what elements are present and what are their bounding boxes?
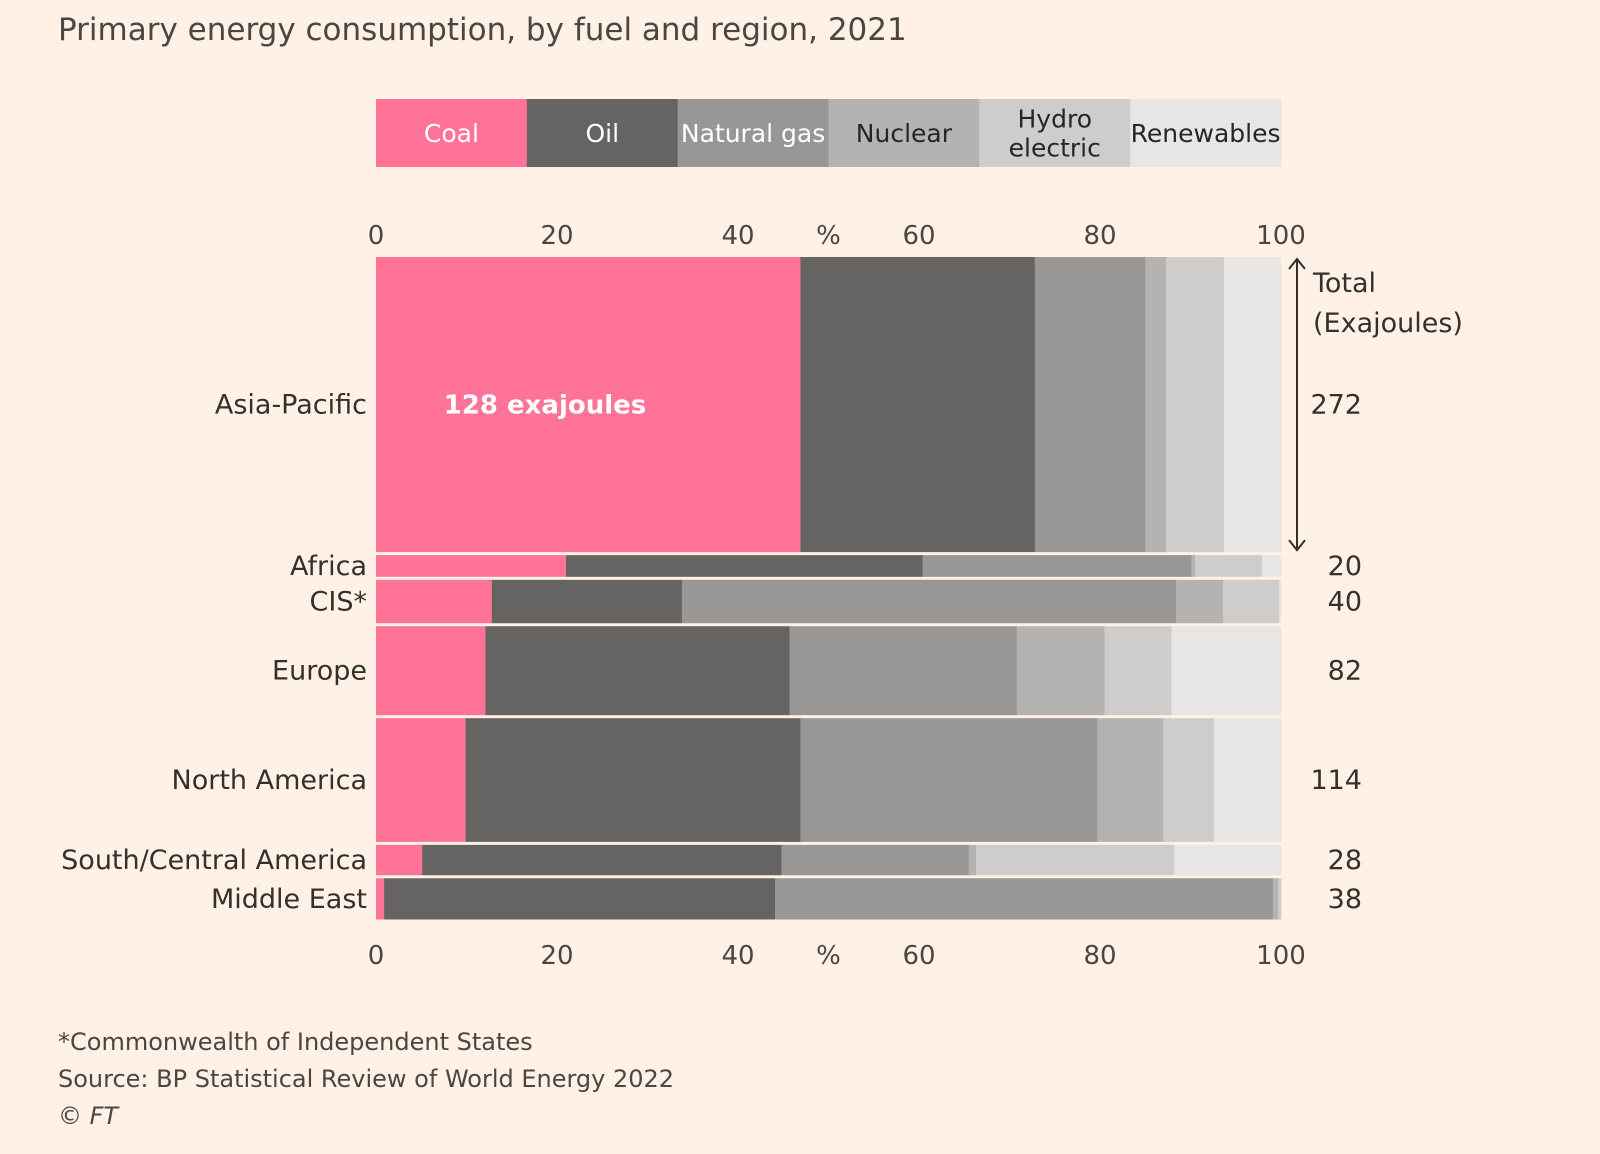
bar-segment-europe-nuclear xyxy=(1016,626,1105,716)
bar-segment-north-america-renewables xyxy=(1214,718,1282,842)
total-arrow-head-up xyxy=(1288,257,1306,270)
legend-swatch-natural-gas xyxy=(677,99,829,167)
legend-label-coal: Coal xyxy=(424,119,479,148)
bar-segment-north-america-hydro-electric xyxy=(1163,718,1215,842)
region-label: CIS* xyxy=(310,587,367,618)
total-header-unit: (Exajoules) xyxy=(1313,308,1463,339)
legend-swatch-oil xyxy=(526,99,679,167)
region-total: 114 xyxy=(1310,765,1362,796)
source-note: Source: BP Statistical Review of World E… xyxy=(58,1065,675,1093)
bar-segment-cis-hydro-electric xyxy=(1223,579,1280,624)
bar-segment-africa-hydro-electric xyxy=(1195,555,1263,577)
bar-segment-cis-natural-gas xyxy=(681,579,1177,624)
top-tick-label: 0 xyxy=(368,221,385,251)
bar-segment-south-central-america-oil xyxy=(422,844,782,876)
bottom-tick-label: 0 xyxy=(368,941,385,971)
top-tick-label: 20 xyxy=(540,221,573,251)
bar-segment-europe-natural-gas xyxy=(789,626,1018,716)
region-label: North America xyxy=(172,765,367,796)
bar-segment-africa-coal xyxy=(376,555,567,577)
bar-segment-africa-nuclear xyxy=(1191,555,1196,577)
region-total: 82 xyxy=(1328,656,1362,687)
region-total: 272 xyxy=(1310,390,1362,421)
top-tick-label: 60 xyxy=(902,221,935,251)
coal-annotation: 128 exajoules xyxy=(444,391,647,421)
bar-segment-middle-east-oil xyxy=(384,878,776,920)
copyright: © FT xyxy=(58,1102,119,1130)
bar-segment-south-central-america-nuclear xyxy=(968,844,977,876)
bottom-axis-unit: % xyxy=(816,941,841,971)
chart-title: Primary energy consumption, by fuel and … xyxy=(58,12,907,48)
region-label: Europe xyxy=(272,656,367,687)
bar-segment-middle-east-natural-gas xyxy=(775,878,1274,920)
footnote: *Commonwealth of Independent States xyxy=(58,1028,533,1056)
region-total: 28 xyxy=(1328,845,1362,876)
bar-segment-europe-renewables xyxy=(1171,626,1282,716)
total-header: Total xyxy=(1312,268,1376,299)
legend-swatch-coal xyxy=(376,99,528,167)
bar-segment-asia-pacific-coal xyxy=(376,257,801,553)
bar-segment-north-america-oil xyxy=(465,718,801,842)
bar-segment-middle-east-hydro-electric xyxy=(1278,878,1282,920)
bar-segment-cis-oil xyxy=(491,579,683,624)
chart-footer: *Commonwealth of Independent States Sour… xyxy=(58,1024,674,1135)
bar-segment-asia-pacific-oil xyxy=(800,257,1036,553)
bar-segment-south-central-america-coal xyxy=(376,844,423,876)
legend-label-hydro-electric: electric xyxy=(1009,134,1101,163)
bottom-tick-label: 20 xyxy=(540,941,573,971)
bar-segment-middle-east-coal xyxy=(376,878,385,920)
region-label: Asia-Pacific xyxy=(215,390,367,421)
bar-segment-europe-coal xyxy=(376,626,486,716)
region-label: Africa xyxy=(290,551,367,582)
bar-segment-africa-natural-gas xyxy=(922,555,1192,577)
bar-segment-south-central-america-renewables xyxy=(1174,844,1282,876)
bar-segment-north-america-nuclear xyxy=(1097,718,1164,842)
bar-segment-south-central-america-natural-gas xyxy=(781,844,970,876)
bar-segment-africa-oil xyxy=(566,555,923,577)
total-arrow-head-down xyxy=(1288,539,1306,552)
bottom-tick-label: 80 xyxy=(1083,941,1116,971)
bar-segment-cis-coal xyxy=(376,579,493,624)
bar-segment-asia-pacific-renewables xyxy=(1223,257,1282,553)
legend-label-natural-gas: Natural gas xyxy=(681,119,825,148)
legend-swatch-nuclear xyxy=(828,99,980,167)
region-total: 38 xyxy=(1328,884,1362,915)
legend-label-renewables: Renewables xyxy=(1131,119,1281,148)
legend-label-nuclear: Nuclear xyxy=(856,119,953,148)
legend-label-oil: Oil xyxy=(585,119,619,148)
bar-segment-europe-oil xyxy=(485,626,790,716)
bar-segment-north-america-natural-gas xyxy=(800,718,1098,842)
bottom-tick-label: 60 xyxy=(902,941,935,971)
region-label: South/Central America xyxy=(61,845,367,876)
bar-segment-cis-nuclear xyxy=(1176,579,1224,624)
bar-segment-asia-pacific-nuclear xyxy=(1145,257,1167,553)
bar-segment-cis-renewables xyxy=(1279,579,1282,624)
bar-segment-south-central-america-hydro-electric xyxy=(976,844,1175,876)
bar-segment-middle-east-nuclear xyxy=(1272,878,1279,920)
bottom-tick-label: 100 xyxy=(1256,941,1306,971)
bar-segment-north-america-coal xyxy=(376,718,466,842)
top-tick-label: 100 xyxy=(1256,221,1306,251)
bar-segment-europe-hydro-electric xyxy=(1104,626,1172,716)
bottom-tick-label: 40 xyxy=(721,941,754,971)
legend-swatch-hydro-electric xyxy=(979,99,1131,167)
region-label: Middle East xyxy=(211,884,367,915)
legend-label-hydro-electric: Hydro xyxy=(1018,105,1093,134)
region-total: 20 xyxy=(1328,551,1362,582)
bar-segment-asia-pacific-hydro-electric xyxy=(1166,257,1225,553)
top-tick-label: 80 xyxy=(1083,221,1116,251)
region-total: 40 xyxy=(1328,587,1362,618)
bar-segment-africa-renewables xyxy=(1261,555,1282,577)
top-tick-label: 40 xyxy=(721,221,754,251)
bar-segment-asia-pacific-natural-gas xyxy=(1034,257,1146,553)
legend-swatch-renewables xyxy=(1130,99,1282,167)
top-axis-unit: % xyxy=(816,221,841,251)
